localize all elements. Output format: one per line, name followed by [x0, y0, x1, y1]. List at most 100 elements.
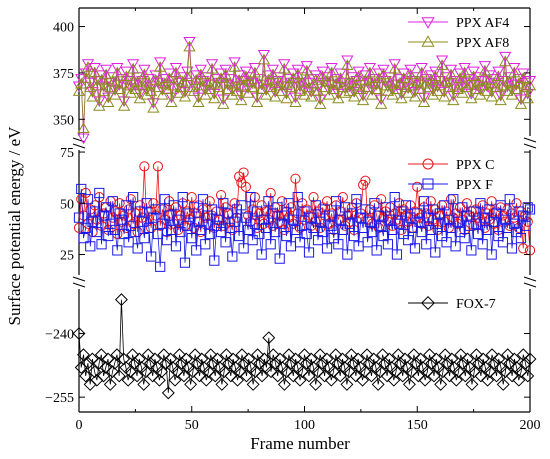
- data-point: [358, 365, 372, 379]
- data-point: [274, 253, 285, 264]
- data-point: [94, 348, 108, 362]
- data-point: [343, 85, 356, 96]
- data-point: [412, 181, 423, 192]
- data-point: [476, 79, 489, 91]
- data-point: [341, 59, 354, 70]
- data-point: [415, 62, 428, 74]
- data-point: [435, 55, 449, 67]
- data-point: [181, 66, 194, 78]
- data-point: [156, 88, 169, 100]
- data-point: [82, 194, 94, 205]
- data-point: [167, 79, 180, 91]
- data-point: [79, 369, 93, 383]
- data-point: [231, 373, 244, 387]
- data-point: [208, 92, 221, 104]
- data-point: [477, 200, 488, 211]
- data-point: [381, 85, 395, 96]
- data-point: [384, 75, 397, 87]
- legend-item: PPX AF8: [408, 35, 509, 51]
- data-point: [394, 218, 405, 229]
- data-point: [483, 365, 497, 379]
- data-point: [457, 202, 468, 213]
- data-point: [391, 249, 403, 260]
- data-point: [481, 85, 494, 96]
- data-point: [278, 62, 291, 74]
- data-point: [326, 220, 337, 231]
- data-point: [508, 62, 521, 74]
- data-point: [413, 83, 426, 95]
- data-point: [516, 348, 530, 362]
- data-point: [323, 88, 336, 100]
- data-point: [418, 373, 432, 387]
- data-point: [173, 348, 186, 362]
- data-point: [229, 198, 240, 209]
- data-point: [183, 40, 196, 52]
- data-point: [511, 226, 522, 238]
- data-point: [318, 369, 332, 383]
- data-point: [351, 352, 365, 366]
- axis-break-mark: [72, 143, 86, 149]
- data-point: [254, 228, 265, 240]
- data-point: [73, 222, 85, 233]
- data-point: [92, 356, 106, 370]
- data-point: [337, 224, 348, 236]
- data-point: [299, 206, 310, 217]
- data-point: [447, 94, 460, 106]
- data-point: [514, 365, 528, 379]
- data-point: [388, 62, 401, 74]
- data-point: [325, 66, 338, 78]
- data-point: [111, 62, 124, 74]
- data-point: [252, 206, 263, 217]
- data-point: [117, 96, 131, 108]
- data-point: [237, 356, 251, 370]
- data-point: [425, 224, 436, 236]
- data-point: [373, 210, 385, 221]
- data-point: [106, 75, 119, 87]
- data-point: [519, 356, 532, 370]
- data-point: [88, 66, 101, 78]
- data-point: [248, 66, 262, 78]
- data-point: [511, 198, 522, 209]
- data-point: [275, 85, 289, 96]
- data-point: [226, 352, 240, 366]
- data-point: [431, 85, 444, 96]
- data-point: [377, 68, 390, 80]
- data-point: [424, 74, 437, 85]
- data-point: [105, 218, 116, 229]
- data-point: [145, 85, 158, 96]
- data-point: [514, 94, 528, 106]
- data-point: [187, 85, 201, 96]
- data-point: [296, 75, 309, 87]
- data-point: [226, 88, 239, 100]
- data-point: [165, 96, 178, 108]
- data-point: [99, 361, 113, 374]
- data-point: [91, 226, 103, 238]
- data-point: [300, 356, 314, 370]
- data-point: [241, 87, 255, 98]
- data-point: [194, 64, 207, 76]
- axis-break-mark: [72, 276, 86, 282]
- data-point: [170, 365, 184, 379]
- data-point: [108, 356, 122, 370]
- data-point: [233, 365, 247, 379]
- data-point: [478, 61, 492, 72]
- data-point: [402, 377, 416, 391]
- data-point: [496, 79, 510, 91]
- data-point: [138, 68, 151, 80]
- legend-label: PPX AF8: [456, 36, 509, 51]
- data-point: [505, 369, 519, 383]
- data-point: [177, 369, 191, 383]
- data-point: [425, 196, 436, 207]
- data-point: [277, 377, 291, 391]
- data-point: [267, 208, 279, 219]
- data-point: [79, 72, 92, 83]
- data-point: [361, 81, 374, 93]
- data-point: [205, 62, 219, 74]
- data-point: [278, 59, 291, 70]
- legend-item: PPX AF4: [408, 16, 509, 31]
- data-point: [152, 373, 166, 387]
- data-point: [215, 189, 227, 201]
- data-point: [128, 356, 142, 370]
- data-point: [333, 239, 344, 250]
- data-point: [241, 83, 255, 95]
